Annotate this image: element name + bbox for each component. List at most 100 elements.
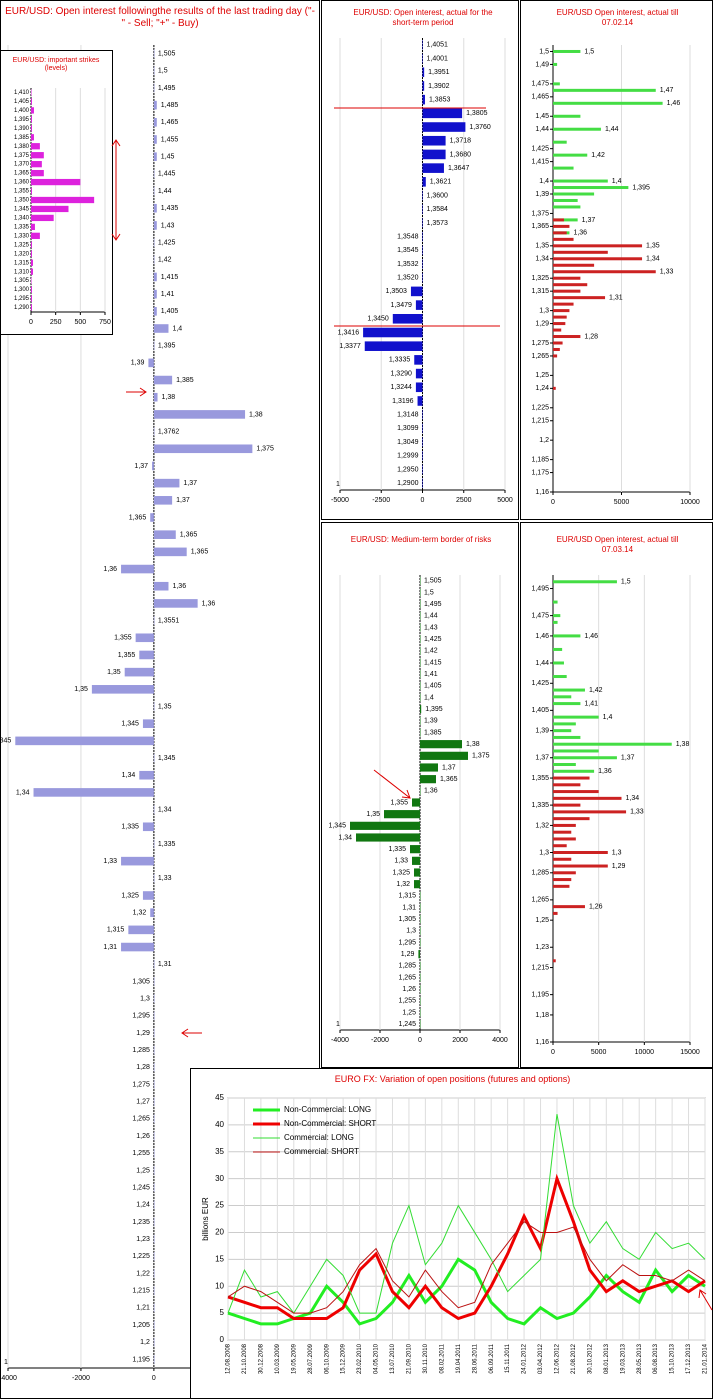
bar	[420, 693, 421, 702]
bar-label: 1,355	[114, 635, 132, 642]
y-tick-label: 1,345	[14, 207, 30, 213]
bar-label: 1,395	[632, 184, 650, 191]
bar-label: 1,3584	[427, 206, 449, 213]
bar	[553, 742, 672, 746]
bar	[139, 770, 154, 780]
bar	[31, 268, 33, 275]
bar-label: 1,34	[122, 772, 136, 779]
bar-label: 1,365	[440, 776, 458, 783]
bar	[553, 88, 656, 92]
bar	[153, 392, 158, 402]
bar-label: 1,37	[621, 755, 635, 762]
bar-label: 1,405	[424, 683, 442, 690]
x-tick-label: 13.07.2010	[390, 1343, 396, 1374]
bar-label: 1,3718	[450, 138, 472, 145]
bar	[553, 263, 595, 267]
bar	[153, 1148, 155, 1158]
bar	[410, 845, 420, 854]
bar	[553, 911, 558, 915]
y-tick-label: 1,465	[531, 94, 549, 101]
bar-label: 1,37	[183, 480, 197, 487]
bar	[420, 891, 421, 900]
y-tick-label: 1,380	[14, 144, 30, 150]
bar	[553, 864, 608, 868]
bar-label: 1,4	[424, 694, 434, 701]
bar-label: 1,4	[603, 714, 613, 721]
bar-label: 1,5	[424, 589, 434, 596]
bar-label: 1,41	[161, 291, 175, 298]
y-tick-label: 1,2	[539, 437, 549, 444]
bar	[422, 409, 423, 420]
bar	[414, 355, 423, 365]
bar	[553, 722, 576, 726]
bar-label: 1,29	[612, 863, 626, 870]
bar-label: 1,23	[136, 1236, 150, 1243]
bar-label: 1,39	[424, 718, 438, 725]
bar-label: 1,47	[660, 87, 674, 94]
bar	[356, 833, 420, 842]
bar-label: 1,3	[140, 995, 150, 1002]
y-tick-label: 1,16	[535, 489, 549, 496]
bar	[420, 740, 462, 749]
bar	[31, 143, 40, 150]
arrow	[373, 769, 411, 799]
arrows	[111, 107, 713, 1311]
bar	[91, 685, 154, 694]
bar-label: 1,415	[424, 659, 442, 666]
bar	[553, 580, 617, 584]
y-tick-label: 1,25	[535, 917, 549, 924]
x-tick-label: 2500	[456, 497, 472, 504]
bar	[420, 576, 421, 585]
x-tick-label: 21.01.2014	[703, 1343, 709, 1374]
bar	[553, 354, 558, 358]
bar	[422, 81, 425, 91]
bar	[553, 218, 578, 222]
bar	[153, 599, 198, 608]
y-tick-label: 1,370	[14, 162, 30, 168]
bar	[422, 204, 423, 215]
bar	[420, 915, 421, 924]
bar	[363, 327, 423, 338]
y-tick-label: 1,425	[531, 145, 549, 152]
bar	[553, 661, 564, 665]
bar-label: 1,465	[161, 119, 179, 126]
bar	[153, 1114, 155, 1124]
bar	[153, 375, 173, 385]
bar	[153, 874, 155, 883]
x-tick-label: -2000	[371, 1037, 389, 1044]
bar-label: 1,245	[398, 1021, 416, 1028]
bar	[422, 190, 423, 201]
bar-label: 1,215	[132, 1288, 150, 1295]
y-tick-label: 1,175	[531, 469, 549, 476]
bar	[153, 839, 155, 849]
bar	[153, 1200, 155, 1210]
bar-label: 1,3244	[390, 384, 412, 391]
bar-label: 1,3049	[397, 439, 419, 446]
bar	[553, 127, 601, 131]
bar-label: 1,3680	[450, 151, 472, 158]
arrow	[111, 139, 121, 241]
chart-title: EUR/USD: important strikes (levels)	[12, 57, 100, 72]
bar	[553, 198, 578, 202]
bar	[153, 1217, 155, 1227]
bar-label: 1,26	[402, 986, 416, 993]
bar	[553, 289, 581, 293]
bar	[553, 179, 608, 183]
bar-label: 1,235	[132, 1219, 150, 1226]
bar-label: 1,375	[472, 753, 490, 760]
bar-label: 1,37	[176, 497, 190, 504]
bar-label: 1,37	[442, 764, 456, 771]
bar	[153, 444, 253, 454]
bar-label: 1,33	[394, 858, 408, 865]
bar	[553, 695, 572, 699]
bar-label: 1,31	[609, 294, 623, 301]
y-tick-label: 1,285	[531, 870, 549, 877]
bar	[142, 822, 154, 832]
bar-label: 1,38	[249, 411, 263, 418]
bar	[422, 423, 423, 434]
bar-label: 1,32	[396, 881, 410, 888]
bar	[422, 450, 423, 461]
bar-label: 1,285	[398, 963, 416, 970]
y-tick-label: 15	[215, 1254, 224, 1263]
bar	[420, 611, 421, 620]
